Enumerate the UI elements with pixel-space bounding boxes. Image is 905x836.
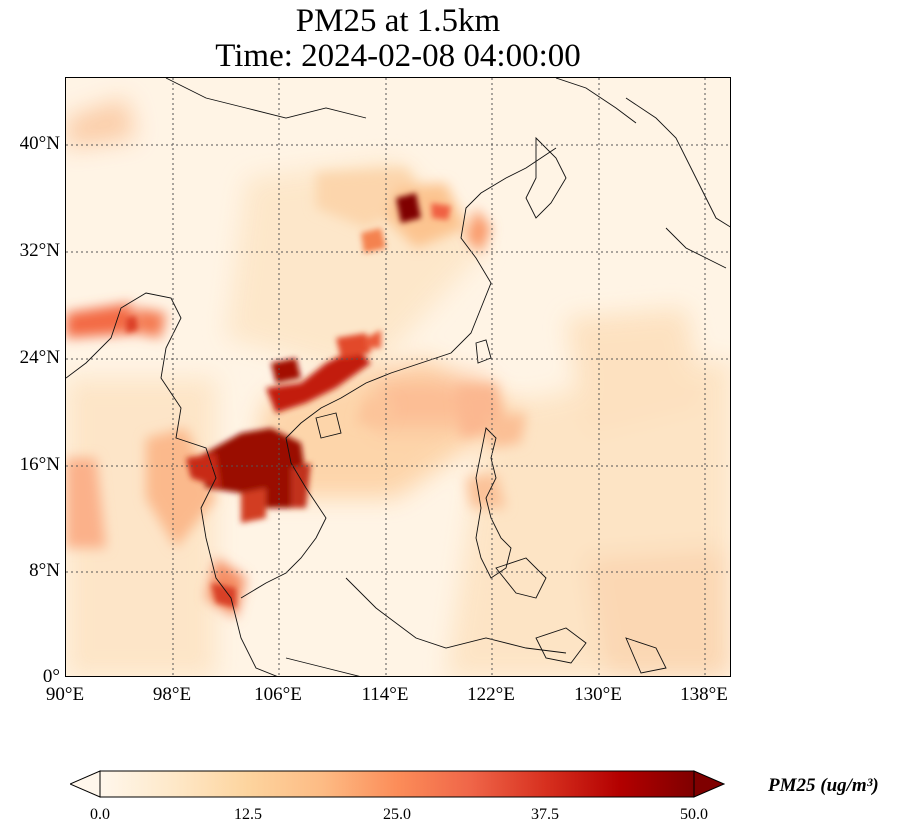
lon-tick-106e: 106°E bbox=[254, 684, 302, 705]
colorbar-extend-min bbox=[68, 770, 101, 798]
lon-tick-98e: 98°E bbox=[152, 684, 192, 705]
lat-tick-0: 0° bbox=[42, 666, 60, 687]
colorbar-tick-0: 0.0 bbox=[90, 806, 110, 823]
map-panel bbox=[65, 77, 731, 677]
pm25-field bbox=[66, 78, 730, 676]
colorbar bbox=[68, 770, 726, 798]
lon-tick-138e: 138°E bbox=[680, 684, 728, 705]
map-canvas bbox=[66, 78, 730, 676]
lon-tick-114e: 114°E bbox=[361, 684, 409, 705]
lat-tick-8n: 8°N bbox=[29, 560, 60, 581]
colorbar-extend-max bbox=[693, 770, 726, 798]
colorbar-tick-4: 50.0 bbox=[680, 806, 708, 823]
lon-tick-130e: 130°E bbox=[574, 684, 622, 705]
colorbar-gradient bbox=[68, 770, 726, 798]
lat-tick-24n: 24°N bbox=[19, 347, 60, 368]
gridlines bbox=[66, 78, 730, 676]
colorbar-tick-2: 25.0 bbox=[383, 806, 411, 823]
colorbar-tick-3: 37.5 bbox=[531, 806, 559, 823]
lon-tick-122e: 122°E bbox=[467, 684, 515, 705]
lat-tick-16n: 16°N bbox=[19, 454, 60, 475]
colorbar-label: PM25 (ug/m³) bbox=[768, 775, 879, 796]
title-line-2: Time: 2024-02-08 04:00:00 bbox=[215, 38, 581, 74]
lat-tick-40n: 40°N bbox=[19, 133, 60, 154]
lat-tick-32n: 32°N bbox=[19, 240, 60, 261]
lon-tick-90e: 90°E bbox=[45, 684, 85, 705]
colorbar-bar bbox=[99, 770, 695, 798]
chart-title: PM25 at 1.5km Time: 2024-02-08 04:00:00 bbox=[65, 4, 731, 74]
title-line-1: PM25 at 1.5km bbox=[295, 3, 501, 39]
colorbar-tick-1: 12.5 bbox=[234, 806, 262, 823]
coastlines bbox=[66, 78, 730, 676]
